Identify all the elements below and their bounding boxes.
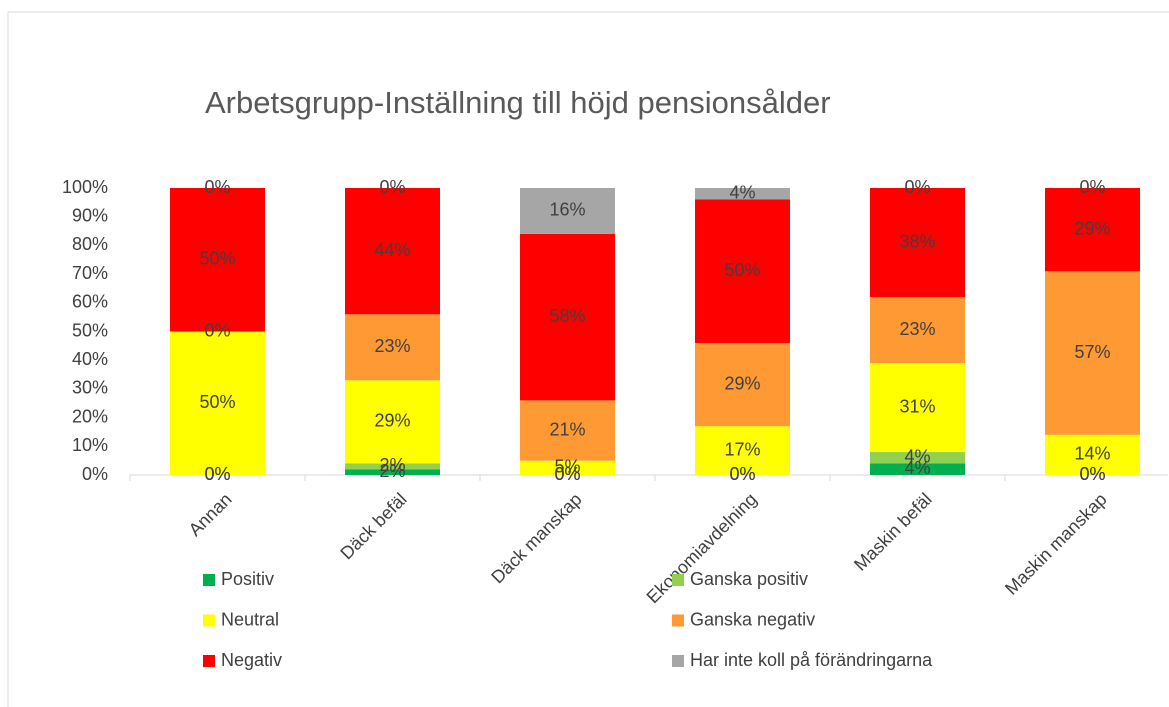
data-label: 58% [549, 306, 585, 326]
data-label: 29% [1074, 218, 1110, 238]
bar-segment [695, 199, 790, 343]
data-label: 16% [549, 200, 585, 220]
bar-segment [170, 331, 265, 475]
data-label: 0% [1079, 464, 1105, 484]
data-label: 29% [724, 373, 760, 393]
data-label: 0% [379, 177, 405, 197]
data-label: 0% [729, 464, 755, 484]
y-tick-label: 60% [72, 292, 108, 312]
data-label: 4% [904, 447, 930, 467]
data-label: 0% [554, 464, 580, 484]
bar-segment [345, 380, 440, 464]
bar-segment [1045, 271, 1140, 435]
legend-label: Har inte koll på förändringarna [690, 650, 933, 670]
bar-segment [170, 188, 265, 332]
data-label: 50% [199, 249, 235, 269]
y-tick-label: 20% [72, 406, 108, 426]
bar-segment [695, 426, 790, 475]
bar-segment [345, 188, 440, 315]
bar-segment [345, 463, 440, 470]
legend-label: Neutral [221, 609, 279, 629]
bar-segment [1045, 434, 1140, 475]
bar-segment [870, 363, 965, 453]
y-tick-label: 100% [62, 177, 108, 197]
legend-swatch [203, 574, 215, 586]
data-label: 0% [204, 320, 230, 340]
data-label: 0% [1079, 464, 1105, 484]
data-label: 50% [199, 392, 235, 412]
legend-swatch [203, 655, 215, 667]
legend-label: Positiv [221, 569, 274, 589]
legend-swatch [203, 614, 215, 627]
y-tick-label: 40% [72, 349, 108, 369]
data-label: 0% [204, 464, 230, 484]
data-label: 0% [729, 464, 755, 484]
data-label: 17% [724, 439, 760, 459]
data-label: 23% [899, 319, 935, 339]
y-tick-label: 80% [72, 234, 108, 254]
legend-label: Negativ [221, 650, 282, 670]
data-label: 50% [724, 260, 760, 280]
bar-segment [695, 342, 790, 427]
data-label: 0% [1079, 177, 1105, 197]
bar-segment [520, 233, 615, 401]
y-tick-label: 10% [72, 435, 108, 455]
data-label: 0% [204, 177, 230, 197]
legend-label: Ganska negativ [690, 609, 815, 629]
bar-segment [520, 400, 615, 461]
legend-swatch [672, 574, 684, 586]
bar-segment [345, 314, 440, 381]
data-label: 29% [374, 411, 410, 431]
bar-segment [870, 297, 965, 364]
data-label: 2% [379, 461, 405, 481]
bar-segment [520, 460, 615, 475]
bar-segment [870, 452, 965, 464]
legend-label: Ganska positiv [690, 569, 808, 589]
y-tick-label: 0% [82, 464, 108, 484]
legend-swatch [672, 655, 684, 667]
bar-segment [345, 469, 440, 475]
data-label: 0% [904, 177, 930, 197]
data-label: 0% [204, 464, 230, 484]
data-label: 21% [549, 419, 585, 439]
data-label: 44% [374, 240, 410, 260]
y-tick-label: 50% [72, 320, 108, 340]
data-label: 31% [899, 396, 935, 416]
data-label: 4% [729, 182, 755, 202]
bar-segment [870, 463, 965, 475]
bar-segment [520, 188, 615, 234]
legend-swatch [672, 614, 684, 627]
y-tick-label: 90% [72, 205, 108, 225]
data-label: 4% [904, 458, 930, 478]
data-label: 2% [379, 455, 405, 475]
y-tick-label: 30% [72, 378, 108, 398]
data-label: 14% [1074, 444, 1110, 464]
bar-segment [695, 188, 790, 200]
chart-title: Arbetsgrupp-Inställning till höjd pensio… [205, 85, 831, 120]
y-tick-label: 70% [72, 263, 108, 283]
data-label: 5% [554, 457, 580, 477]
data-label: 38% [899, 231, 935, 251]
bar-segment [1045, 188, 1140, 272]
bar-segment [870, 188, 965, 298]
data-label: 23% [374, 336, 410, 356]
data-label: 57% [1074, 342, 1110, 362]
data-label: 0% [554, 464, 580, 484]
